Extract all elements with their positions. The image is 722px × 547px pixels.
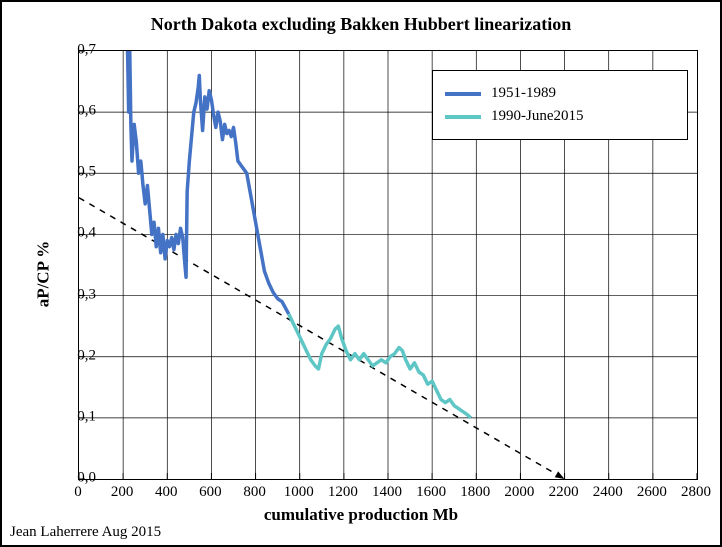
chart-title: North Dakota excluding Bakken Hubbert li… xyxy=(2,14,720,35)
x-tick-label: 600 xyxy=(199,484,222,501)
x-tick-label: 0 xyxy=(74,484,82,501)
y-axis-label: aP/CP % xyxy=(33,240,53,307)
legend-item: 1990-June2015 xyxy=(445,108,675,125)
x-tick-label: 2400 xyxy=(593,484,623,501)
y-tick-label: 0,3 xyxy=(56,286,96,303)
legend-swatch xyxy=(445,115,481,119)
x-tick-label: 2200 xyxy=(549,484,579,501)
x-tick-label: 400 xyxy=(155,484,178,501)
legend-label: 1951-1989 xyxy=(491,85,556,102)
y-tick-label: 0,5 xyxy=(56,164,96,181)
credit-text: Jean Laherrere Aug 2015 xyxy=(10,524,161,541)
x-tick-label: 1400 xyxy=(372,484,402,501)
y-tick-label: 0,6 xyxy=(56,103,96,120)
legend-item: 1951-1989 xyxy=(445,85,675,102)
x-tick-label: 1800 xyxy=(460,484,490,501)
x-tick-label: 2000 xyxy=(504,484,534,501)
y-tick-label: 0,2 xyxy=(56,347,96,364)
x-tick-label: 1600 xyxy=(416,484,446,501)
y-tick-label: 0,7 xyxy=(56,42,96,59)
y-tick-label: 0,1 xyxy=(56,408,96,425)
y-tick-label: 0,4 xyxy=(56,225,96,242)
legend: 1951-1989 1990-June2015 xyxy=(432,70,688,140)
y-tick-label: 0,0 xyxy=(56,470,96,487)
x-tick-label: 200 xyxy=(111,484,134,501)
x-tick-label: 800 xyxy=(243,484,266,501)
legend-swatch xyxy=(445,92,481,96)
legend-label: 1990-June2015 xyxy=(491,108,584,125)
series-1951-1989 xyxy=(128,51,289,314)
series-1990-June2015 xyxy=(289,314,471,418)
x-tick-label: 2600 xyxy=(637,484,667,501)
x-tick-label: 2800 xyxy=(681,484,711,501)
x-axis-label: cumulative production Mb xyxy=(2,505,720,525)
x-tick-label: 1200 xyxy=(328,484,358,501)
x-tick-label: 1000 xyxy=(284,484,314,501)
